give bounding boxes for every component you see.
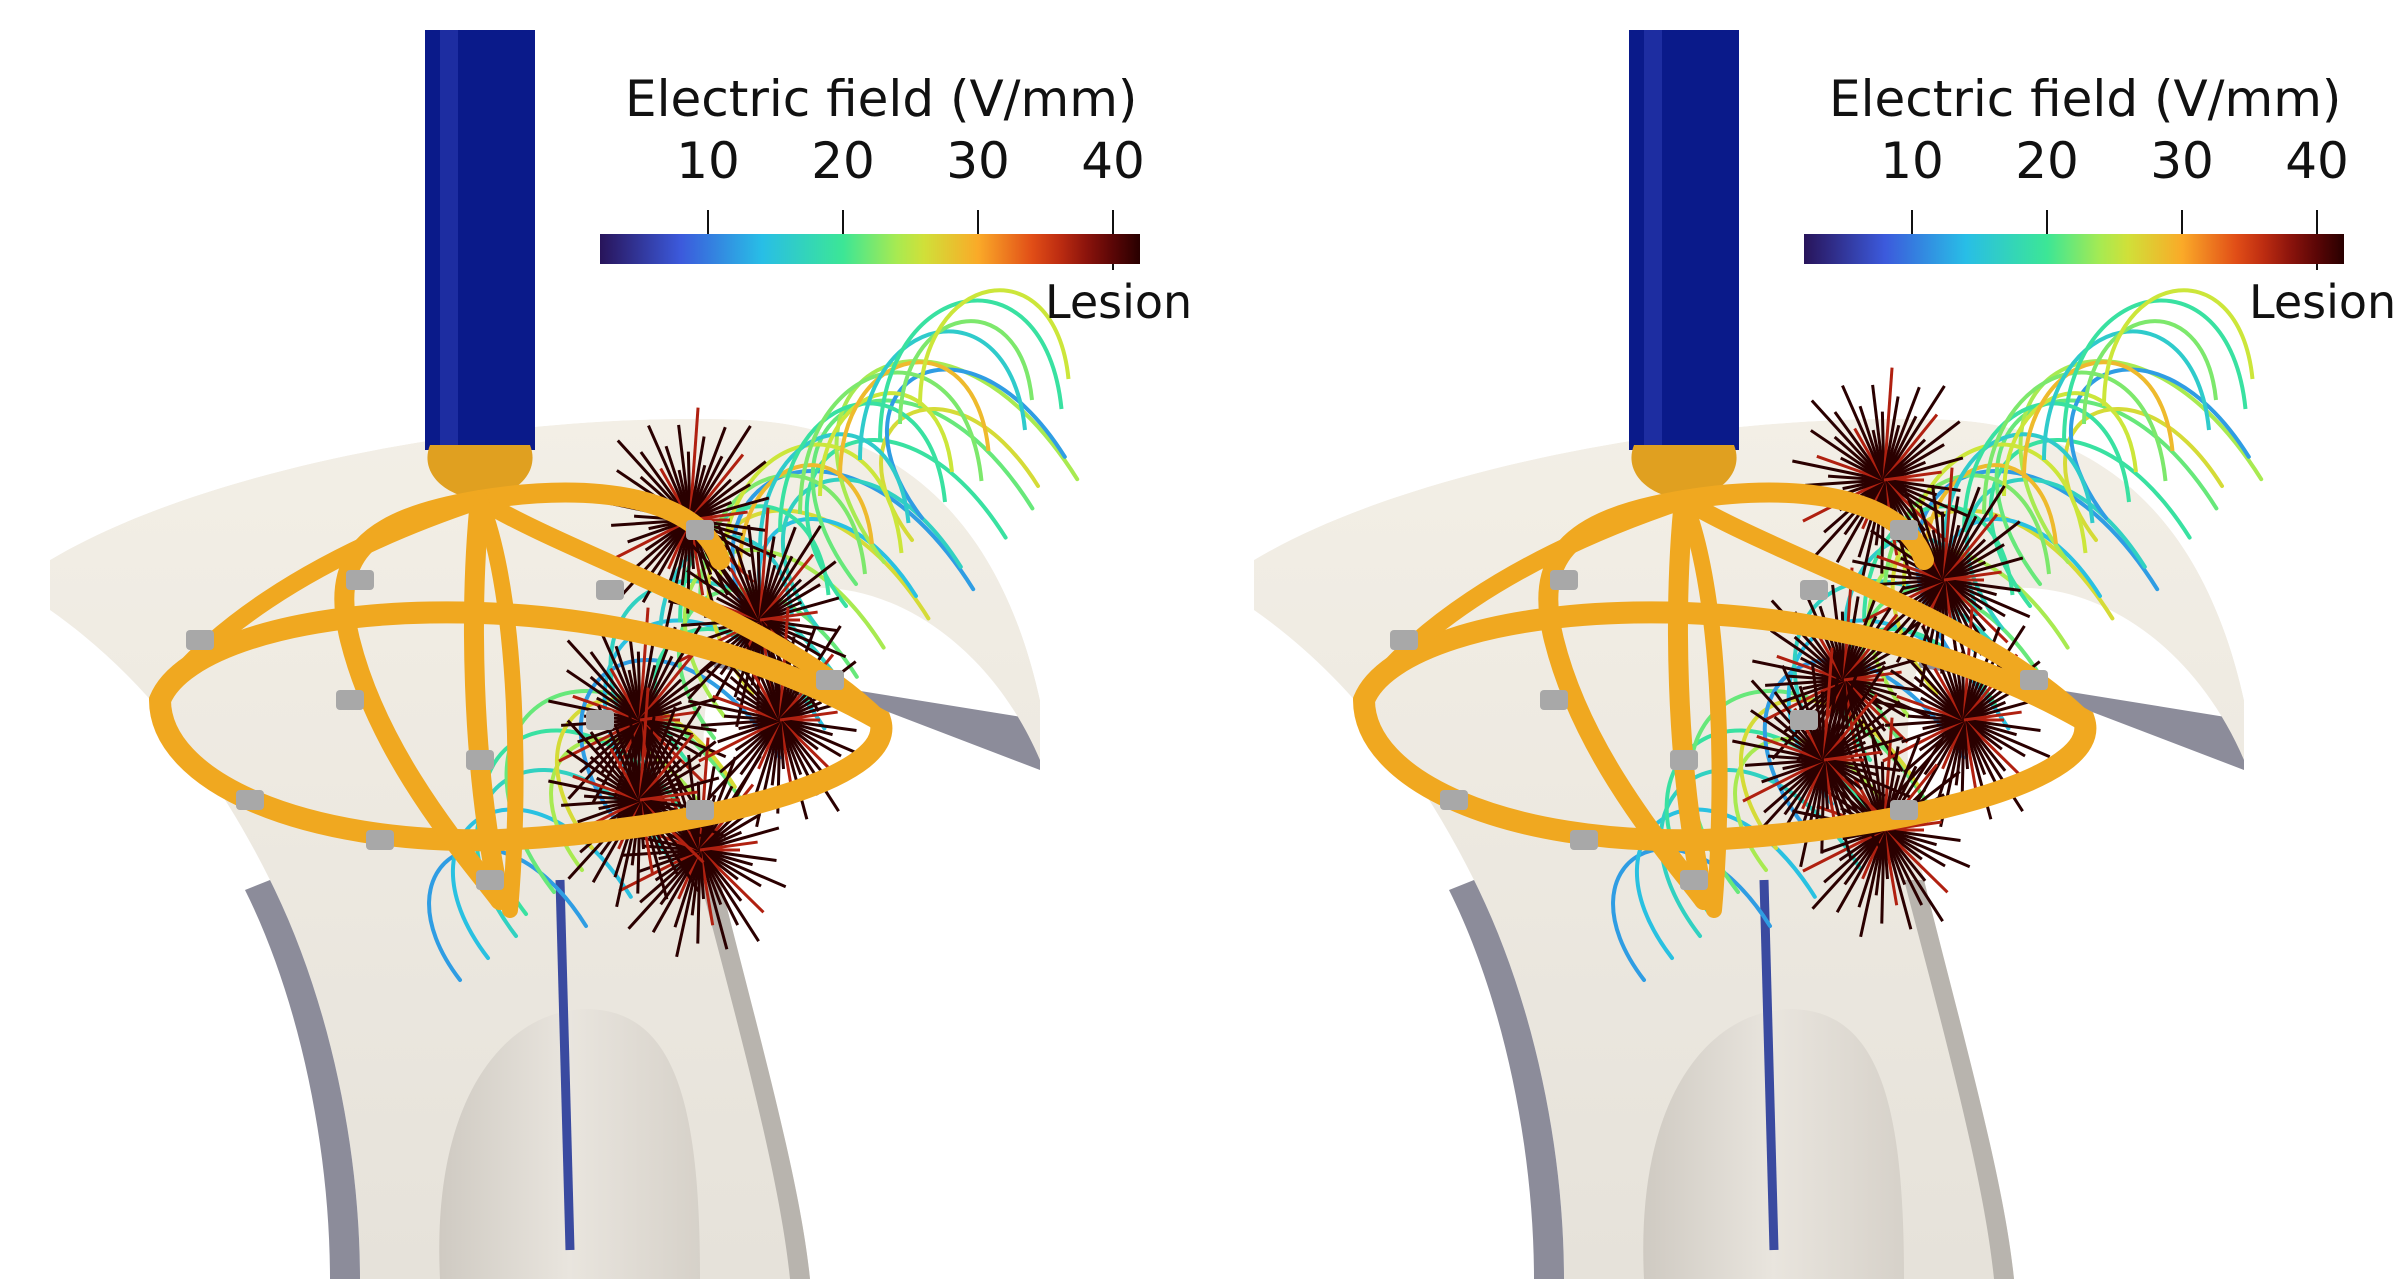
colorbar-tick-label: 10 [1880,132,1944,190]
field-line [2018,359,2264,564]
field-line [2102,288,2255,407]
colorbar-tick-label: 20 [2015,132,2079,190]
colorbar-gradient [1804,210,2344,270]
field-line [838,360,991,479]
field-line [818,391,954,497]
field-line [834,359,1080,564]
catheter-shaft [1629,30,1739,500]
field-line [2002,391,2138,497]
colorbar-title: Electric field (V/mm) [1829,70,2342,128]
field-line [758,432,911,551]
right-panel: Electric field (V/mm) 10 20 30 40 Lesion [1204,0,2408,1279]
guidewire [555,879,575,1251]
colorbar-title: Electric field (V/mm) [625,70,1138,128]
colorbar-lesion-label: Lesion [1045,275,1193,329]
basket-catheter [148,482,893,918]
left-panel: Electric field (V/mm) 10 20 30 40 Lesion [50,30,1193,1279]
colorbar-tick-label: 10 [676,132,740,190]
field-line [678,504,831,623]
colorbar-tick-label: 40 [2285,132,2349,190]
catheter-shaft [425,30,535,500]
basket-catheter [1352,482,2097,918]
colorbar-tick-label: 20 [811,132,875,190]
colorbar-gradient [600,210,1140,270]
field-line [898,319,1034,425]
colorbar-lesion-label: Lesion [2249,275,2397,329]
colorbar-tick-label: 30 [946,132,1010,190]
field-line [2082,319,2218,425]
ablation-scene [1244,30,2264,1279]
field-line [2022,360,2175,479]
field-line [738,463,874,569]
colorbar-tick-label: 30 [2150,132,2214,190]
ablation-scene [50,30,1080,1279]
guidewire [1759,879,1779,1251]
field-line [918,288,1071,407]
field-line [1738,697,1921,850]
field-line [1762,658,1966,828]
colorbar-tick-label: 40 [1081,132,1145,190]
